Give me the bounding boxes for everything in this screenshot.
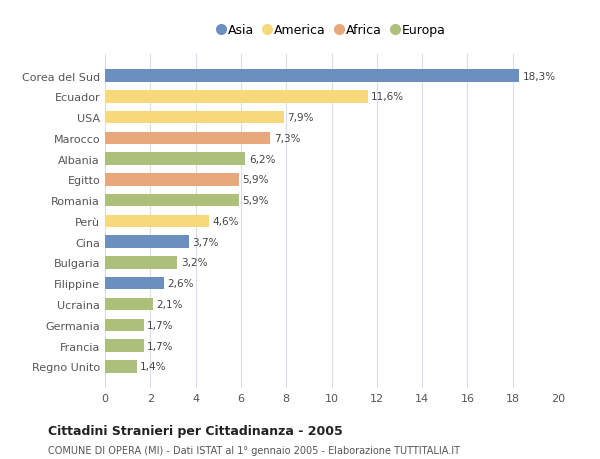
Text: 2,6%: 2,6% xyxy=(167,279,194,289)
Legend: Asia, America, Africa, Europa: Asia, America, Africa, Europa xyxy=(215,22,448,39)
Bar xyxy=(105,277,164,290)
Bar xyxy=(105,298,152,311)
Bar xyxy=(105,236,189,248)
Text: 1,7%: 1,7% xyxy=(147,341,173,351)
Bar xyxy=(105,132,271,145)
Text: 7,3%: 7,3% xyxy=(274,134,300,144)
Bar xyxy=(105,257,178,269)
Bar xyxy=(105,153,245,166)
Text: 4,6%: 4,6% xyxy=(212,217,239,226)
Bar xyxy=(105,319,143,331)
Text: 3,7%: 3,7% xyxy=(192,237,219,247)
Text: Cittadini Stranieri per Cittadinanza - 2005: Cittadini Stranieri per Cittadinanza - 2… xyxy=(48,425,343,437)
Bar xyxy=(105,215,209,228)
Bar xyxy=(105,70,520,83)
Text: COMUNE DI OPERA (MI) - Dati ISTAT al 1° gennaio 2005 - Elaborazione TUTTITALIA.I: COMUNE DI OPERA (MI) - Dati ISTAT al 1° … xyxy=(48,445,460,455)
Text: 11,6%: 11,6% xyxy=(371,92,404,102)
Text: 2,1%: 2,1% xyxy=(156,299,182,309)
Text: 7,9%: 7,9% xyxy=(287,113,314,123)
Text: 5,9%: 5,9% xyxy=(242,175,269,185)
Text: 5,9%: 5,9% xyxy=(242,196,269,206)
Text: 1,4%: 1,4% xyxy=(140,362,167,371)
Bar xyxy=(105,91,368,103)
Text: 18,3%: 18,3% xyxy=(523,72,556,81)
Bar xyxy=(105,340,143,352)
Bar xyxy=(105,112,284,124)
Text: 1,7%: 1,7% xyxy=(147,320,173,330)
Text: 3,2%: 3,2% xyxy=(181,258,208,268)
Bar xyxy=(105,360,137,373)
Bar xyxy=(105,174,239,186)
Bar xyxy=(105,195,239,207)
Text: 6,2%: 6,2% xyxy=(249,154,275,164)
